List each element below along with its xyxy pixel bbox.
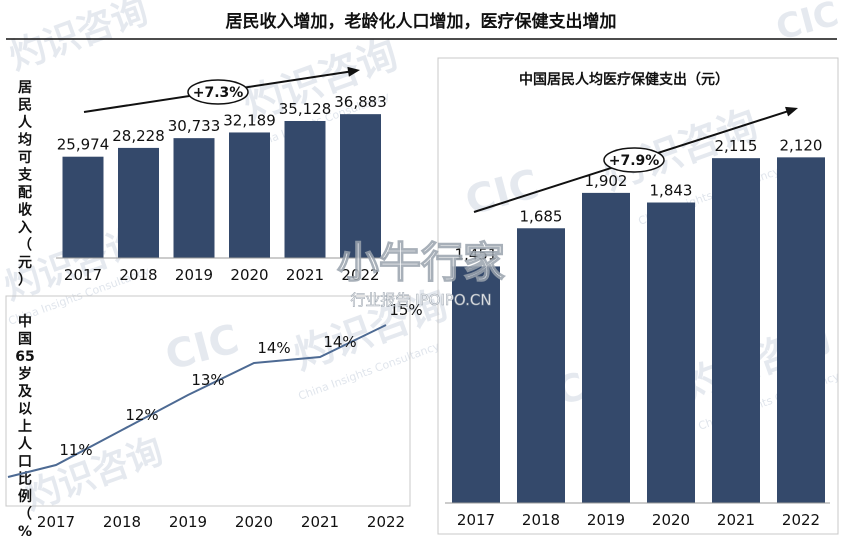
axis-label-char: 65 [15,349,34,365]
site-watermark-subtitle: 行业报告 IPOIPO.CN [350,291,491,309]
growth-label: +7.9% [609,153,660,169]
bar-2019 [582,192,630,504]
medical-panel-frame [437,57,839,535]
axis-label-char: 例 [18,488,32,505]
growth-badge [603,147,665,173]
axis-label-char: 国 [18,332,32,348]
tick-label-2017: 2017 [64,266,102,284]
point-label-2022: 15% [389,301,422,319]
watermark-brand-6: 灼识咨询 [19,431,168,519]
tick-label-2022: 2022 [367,513,405,531]
bar-2021 [284,121,326,259]
axis-label-char: 比 [18,471,32,488]
tick-label-2017: 2017 [457,511,495,529]
bar-2019 [173,138,215,258]
tick-label-2022: 2022 [341,266,379,284]
axis-label-char: （ [18,507,32,523]
medical-chart-title: 中国居民人均医疗保健支出（元） [519,71,729,88]
value-label-2019: 30,733 [168,117,221,135]
value-label-2020: 32,189 [223,111,276,129]
point-label-2019: 13% [191,371,224,389]
axis-label-char: 元 [18,255,32,271]
tick-label-2021: 2021 [301,513,339,531]
bar-2021 [712,158,760,504]
axis-label-char: 配 [18,185,32,201]
tick-label-2019: 2019 [587,511,625,529]
growth-badge [187,79,249,105]
axis-label-char: 中 [18,313,32,330]
tick-label-2021: 2021 [717,511,755,529]
axis-label-char: 口 [18,454,32,470]
tick-label-2017: 2017 [37,513,75,531]
value-label-2020: 1,843 [650,182,693,200]
tick-label-2020: 2020 [652,511,690,529]
axis-label-char: ） [18,273,32,289]
axis-label-char: 及 [18,384,33,400]
axis-label-char: 上 [18,419,32,435]
axis-label-char: （ [18,238,32,254]
medical-bar-chart: 1,451 2017 1,685 2018 1,902 2019 1,843 2020 2,11… [445,106,830,529]
value-label-2021: 35,128 [279,100,332,118]
axis-label-char: 均 [18,132,32,149]
axis-label-char: 可 [18,150,32,166]
point-label-2021: 14% [323,333,356,351]
value-label-2017: 1,451 [455,245,498,263]
growth-label: +7.3% [193,85,244,101]
axis-label-char: 支 [17,167,33,184]
bar-2018 [118,147,159,258]
tick-label-2022: 2022 [782,511,820,529]
axis-label-char: 人 [18,436,33,453]
bar-2017 [452,266,500,503]
axis-label-char: 居 [18,80,32,96]
tick-label-2020: 2020 [230,266,268,284]
income-bar-chart: 25,974 2017 28,228 2018 30,733 2019 32,189 2020… [56,66,387,284]
axis-label-char: 人 [18,114,33,131]
bar-2018 [517,228,565,504]
point-label-2017: 11% [59,441,92,459]
bar-2022 [777,157,825,503]
tick-label-2019: 2019 [169,513,207,531]
tick-label-2020: 2020 [235,513,273,531]
tick-label-2018: 2018 [103,513,141,531]
value-label-2022: 2,120 [780,136,823,154]
point-label-2020: 14% [257,339,290,357]
value-label-2019: 1,902 [585,172,628,190]
bar-2017 [62,156,104,258]
growth-arrow-head [347,66,360,77]
site-watermark-title: 小牛行家 [337,238,505,287]
axis-label-char: 入 [18,220,32,236]
aging-line-chart: 11% 2017 12% 2018 13% 2019 14% 2020 14% 2021 15% 20… [7,301,423,531]
tick-label-2021: 2021 [286,266,324,284]
watermark-logo-1: CIC [772,0,843,49]
value-label-2018: 1,685 [520,207,563,225]
tick-label-2019: 2019 [175,266,213,284]
value-label-2017: 25,974 [57,136,110,154]
aging-series-line [7,324,387,478]
bar-2020 [229,132,270,258]
tick-label-2018: 2018 [522,511,560,529]
axis-label-char: 以 [18,402,32,418]
axis-label-char: 岁 [18,366,32,383]
point-label-2018: 12% [125,406,158,424]
site-watermark: 小牛行家 行业报告 IPOIPO.CN [336,237,505,309]
axis-label-char: 民 [18,98,32,114]
value-label-2018: 28,228 [112,127,165,145]
growth-arrow-head [785,106,798,117]
axis-label-char: 收 [18,202,33,219]
page-title: 居民收入增加，老龄化人口增加，医疗保健支出增加 [226,11,617,32]
value-label-2021: 2,115 [715,137,758,155]
axis-label-char: % [18,524,32,539]
tick-label-2018: 2018 [119,266,157,284]
aging-panel-frame [5,295,411,507]
bar-2020 [647,202,695,503]
value-label-2022: 36,883 [334,93,387,111]
bar-2022 [340,114,381,258]
